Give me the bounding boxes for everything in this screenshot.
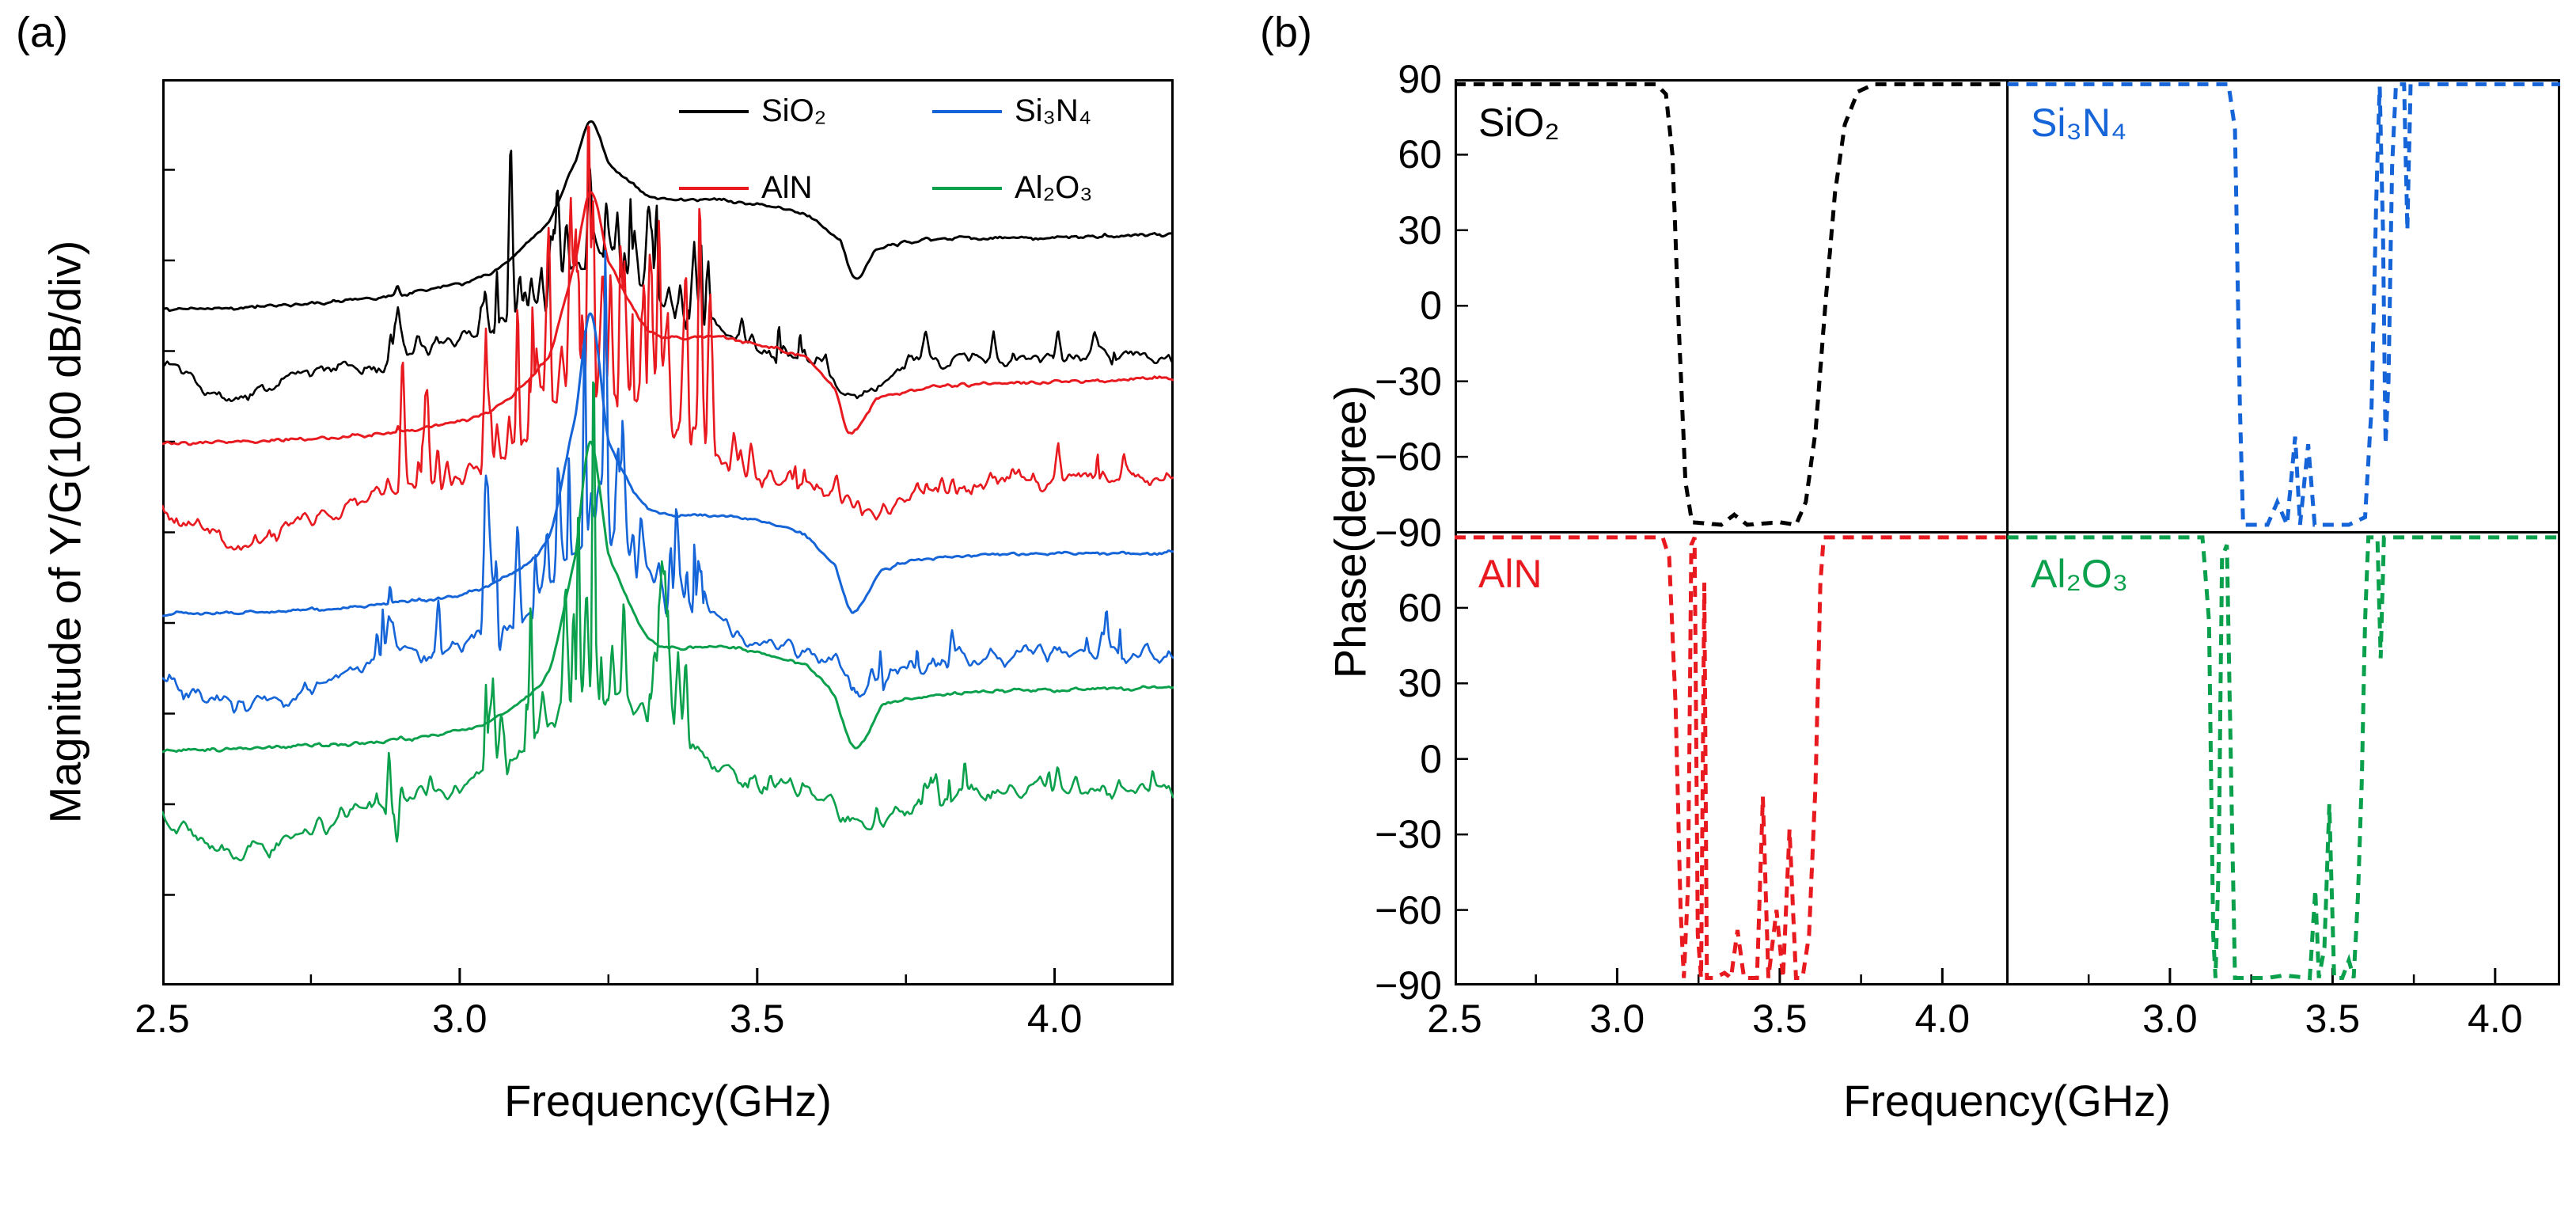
- magnitude-x-tick-2.5: 2.5: [135, 997, 190, 1041]
- legend-item-sio2: SiO₂: [679, 93, 932, 129]
- magnitude-x-axis-title: Frequency(GHz): [504, 1076, 832, 1126]
- phase-y-tick-−90: −90: [1375, 963, 1442, 1008]
- phase-right-x-tick-3.5: 3.5: [2305, 997, 2361, 1041]
- phase-y-tick-90: 90: [1398, 57, 1442, 101]
- phase-y-tick-30: 30: [1398, 661, 1442, 706]
- magnitude-x-tick-3.5: 3.5: [729, 997, 785, 1041]
- magnitude-plot-canvas: [161, 79, 1174, 985]
- phase-y-tick-−30: −30: [1375, 812, 1442, 857]
- panel-a-label: (a): [16, 9, 68, 56]
- legend-label-al2o3: Al₂O₃: [1015, 170, 1093, 205]
- phase-right-x-tick-3.0: 3.0: [2142, 997, 2198, 1041]
- phase-panel-label-aln: AlN: [1478, 552, 1542, 596]
- legend-item-si3n4: Si₃N₄: [932, 93, 1093, 129]
- phase-right-x-tick-4.0: 4.0: [2468, 997, 2523, 1041]
- phase-svg: [1453, 78, 2560, 987]
- phase-left-x-tick-2.5: 2.5: [1427, 997, 1482, 1041]
- legend-item-al2o3: Al₂O₃: [932, 170, 1093, 206]
- phase-panel-label-si3n4: Si₃N₄: [2031, 101, 2127, 145]
- si3n4-line-swatch: [932, 109, 1002, 113]
- phase-panel-label-al2o3: Al₂O₃: [2031, 552, 2129, 596]
- legend-label-aln: AlN: [761, 170, 813, 205]
- al2o3-line-swatch: [932, 186, 1002, 190]
- magnitude-svg: [161, 79, 1174, 985]
- phase-y-tick-−30: −30: [1375, 359, 1442, 404]
- magnitude-x-tick-4.0: 4.0: [1026, 997, 1083, 1041]
- legend-label-sio2: SiO₂: [761, 93, 827, 128]
- phase-y-tick-0: 0: [1420, 736, 1442, 781]
- phase-x-axis-title: Frequency(GHz): [1843, 1076, 2171, 1126]
- phase-y-tick-−90: −90: [1375, 510, 1442, 555]
- sio2-line-swatch: [679, 109, 749, 113]
- phase-y-tick-60: 60: [1398, 132, 1442, 177]
- phase-left-x-tick-3.5: 3.5: [1752, 997, 1808, 1041]
- phase-panel-label-sio2: SiO₂: [1478, 101, 1560, 145]
- legend-item-aln: AlN: [679, 170, 932, 206]
- phase-plot-canvas: [1453, 78, 2560, 987]
- legend-label-si3n4: Si₃N₄: [1015, 93, 1092, 128]
- phase-left-x-tick-4.0: 4.0: [1914, 997, 1971, 1041]
- phase-y-tick-−60: −60: [1375, 435, 1442, 480]
- phase-y-tick-−60: −60: [1375, 887, 1442, 932]
- phase-y-tick-0: 0: [1420, 283, 1442, 328]
- magnitude-x-tick-3.0: 3.0: [432, 997, 488, 1041]
- aln-line-swatch: [679, 186, 749, 190]
- phase-y-tick-60: 60: [1398, 585, 1442, 630]
- legend: SiO₂ Si₃N₄ AlN Al₂O₃: [679, 93, 1093, 206]
- phase-y-tick-30: 30: [1398, 207, 1442, 253]
- panel-b-label: (b): [1260, 9, 1312, 56]
- phase-left-x-tick-3.0: 3.0: [1589, 997, 1645, 1041]
